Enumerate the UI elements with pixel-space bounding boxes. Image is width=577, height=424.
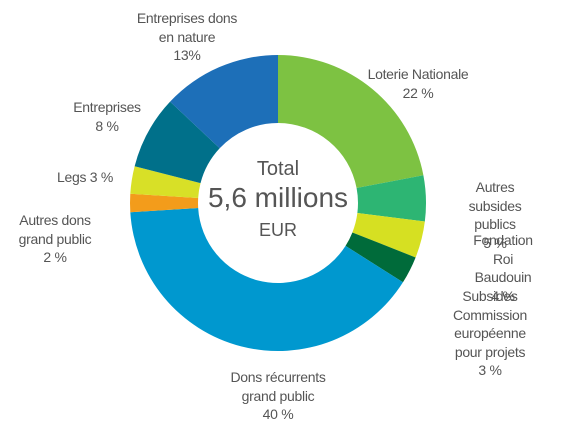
slice-label: Fondation Roi Baudouin 4 % [466,231,540,305]
category-name: Subsides Commission européenne pour proj… [452,288,527,360]
donut-slice [130,166,201,198]
donut-slice [345,232,416,283]
value-label: 40 % [262,406,294,422]
slice-label: Subsides Commission européenne pour proj… [447,287,534,380]
value-label: 22 % [402,84,434,101]
value-label: 2 % [43,249,67,265]
donut-slice [352,213,425,258]
slice-label: Autres dons grand public 2 % [19,211,92,267]
value-label: 5 % [483,234,507,251]
slice-label: Loterie Nationale 22 % [368,65,469,102]
category-name: Dons récurrents grand public [230,369,326,404]
value-label: 3 % [478,362,502,378]
slice-label: Dons récurrents grand public 40 % [230,368,325,424]
slice-label: Legs 3 % [57,168,113,187]
donut-slice [134,101,220,184]
slice-label: Autres subsides publics 5 % [454,178,536,252]
donut-slice [356,175,426,222]
category-name: Legs [57,169,87,185]
value-label: 13% [173,47,201,63]
slice-label: Entreprises dons en nature 13% [136,9,238,65]
value-label: 3 % [89,169,114,185]
value-label: 4 % [491,287,515,304]
donut-slice [170,55,278,149]
value-label: 8 % [95,117,119,134]
category-name: Loterie Nationale [367,66,469,82]
category-name: Autres subsides publics [468,179,522,232]
donut-slice [278,55,424,189]
slice-label: Entreprises 8 % [73,98,141,135]
category-name: Autres dons grand public [18,212,92,247]
category-name: Entreprises [73,99,141,115]
category-name: Fondation Roi Baudouin [473,232,533,285]
center-unit: EUR [258,220,298,240]
center-amount: 5,6 millions [207,182,349,213]
donut-slice [130,193,199,213]
donut-slice [130,208,403,352]
category-name: Entreprises dons en nature [136,10,238,45]
center-total: Total [256,158,300,180]
